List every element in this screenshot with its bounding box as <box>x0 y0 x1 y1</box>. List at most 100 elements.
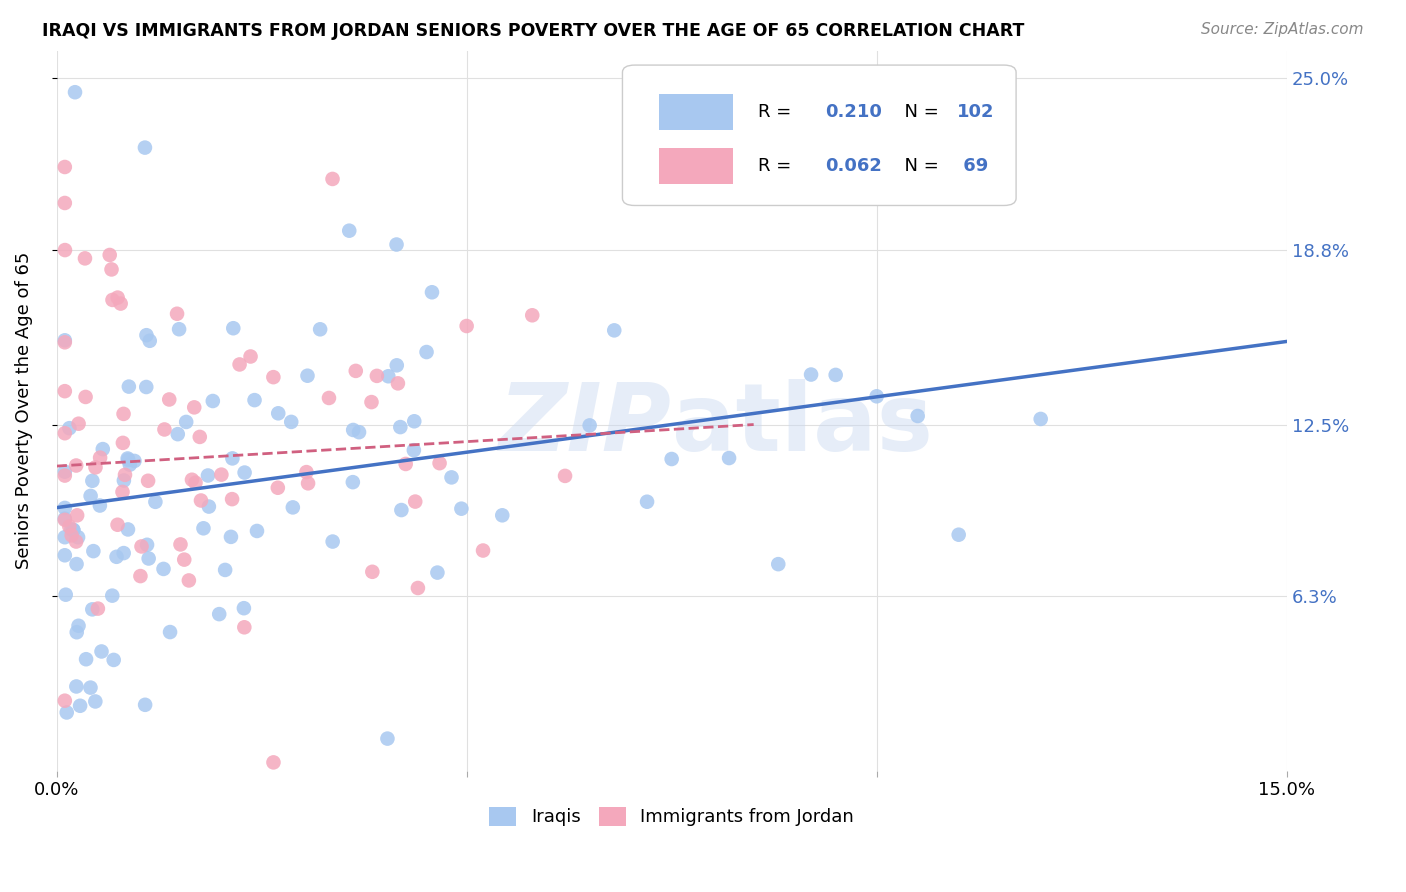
Text: N =: N = <box>893 157 945 175</box>
Point <box>111 436 134 450</box>
Point <box>53 468 76 483</box>
Point <box>53 334 76 348</box>
Point <box>554 469 576 483</box>
Point <box>415 345 437 359</box>
Point <box>58 421 80 435</box>
Point <box>377 369 399 384</box>
Point <box>135 380 157 394</box>
Point <box>450 501 472 516</box>
Point <box>124 454 146 468</box>
Point <box>337 224 360 238</box>
Point <box>198 500 221 514</box>
Point <box>718 450 741 465</box>
Point <box>456 318 478 333</box>
Point <box>866 389 889 403</box>
Point <box>208 607 231 621</box>
Point <box>361 565 384 579</box>
Point <box>60 522 83 536</box>
Point <box>53 335 76 350</box>
Point <box>221 492 243 507</box>
Text: 102: 102 <box>957 103 994 121</box>
Point <box>63 85 86 99</box>
Point <box>84 694 107 708</box>
Text: 0.210: 0.210 <box>825 103 883 121</box>
Point <box>166 427 188 442</box>
Point <box>152 562 174 576</box>
Point <box>129 569 152 583</box>
Point <box>53 465 76 479</box>
Point <box>280 415 302 429</box>
Point <box>173 552 195 566</box>
Point <box>219 530 242 544</box>
Legend: Iraqis, Immigrants from Jordan: Iraqis, Immigrants from Jordan <box>489 807 853 827</box>
Point <box>800 368 823 382</box>
Point <box>321 172 343 186</box>
Point <box>522 308 544 322</box>
Point <box>98 248 121 262</box>
Point <box>118 379 141 393</box>
Text: R =: R = <box>758 157 797 175</box>
Point <box>221 451 243 466</box>
Point <box>60 528 83 542</box>
Point <box>318 391 340 405</box>
Point <box>295 465 318 479</box>
Point <box>377 731 399 746</box>
Point <box>948 527 970 541</box>
Point <box>53 243 76 257</box>
Point <box>75 390 97 404</box>
Point <box>420 285 443 300</box>
Point <box>177 574 200 588</box>
Point <box>344 364 367 378</box>
Point <box>53 548 76 562</box>
Text: N =: N = <box>893 103 945 121</box>
Point <box>134 140 156 154</box>
Point <box>53 196 76 211</box>
Point <box>404 414 426 428</box>
Point <box>342 475 364 490</box>
Point <box>118 458 141 472</box>
Point <box>181 473 204 487</box>
Point <box>636 494 658 508</box>
Point <box>101 589 124 603</box>
Point <box>53 511 76 525</box>
Point <box>297 476 319 491</box>
Point <box>73 252 96 266</box>
Point <box>159 625 181 640</box>
Point <box>84 460 107 475</box>
Point <box>297 368 319 383</box>
Point <box>112 546 135 560</box>
Point <box>89 499 111 513</box>
Point <box>117 523 139 537</box>
Point <box>262 756 284 770</box>
Point <box>110 296 132 310</box>
Text: atlas: atlas <box>672 379 932 471</box>
Point <box>134 698 156 712</box>
Point <box>131 540 153 554</box>
Point <box>183 401 205 415</box>
Point <box>385 359 408 373</box>
Point <box>66 625 89 640</box>
Point <box>907 409 929 423</box>
Point <box>491 508 513 523</box>
Point <box>166 307 188 321</box>
Text: 0.062: 0.062 <box>825 157 883 175</box>
Point <box>139 334 162 348</box>
Point <box>138 551 160 566</box>
Point <box>395 457 418 471</box>
Point <box>112 474 135 488</box>
Point <box>53 500 76 515</box>
Point <box>62 523 84 537</box>
Point <box>82 544 104 558</box>
Point <box>79 681 101 695</box>
Point <box>67 619 90 633</box>
Point <box>322 534 344 549</box>
Point <box>105 549 128 564</box>
Text: 69: 69 <box>957 157 988 175</box>
FancyBboxPatch shape <box>623 65 1017 205</box>
Point <box>117 451 139 466</box>
Point <box>58 519 80 533</box>
Point <box>153 422 176 436</box>
Point <box>366 368 388 383</box>
Point <box>65 557 87 571</box>
Point <box>65 680 87 694</box>
